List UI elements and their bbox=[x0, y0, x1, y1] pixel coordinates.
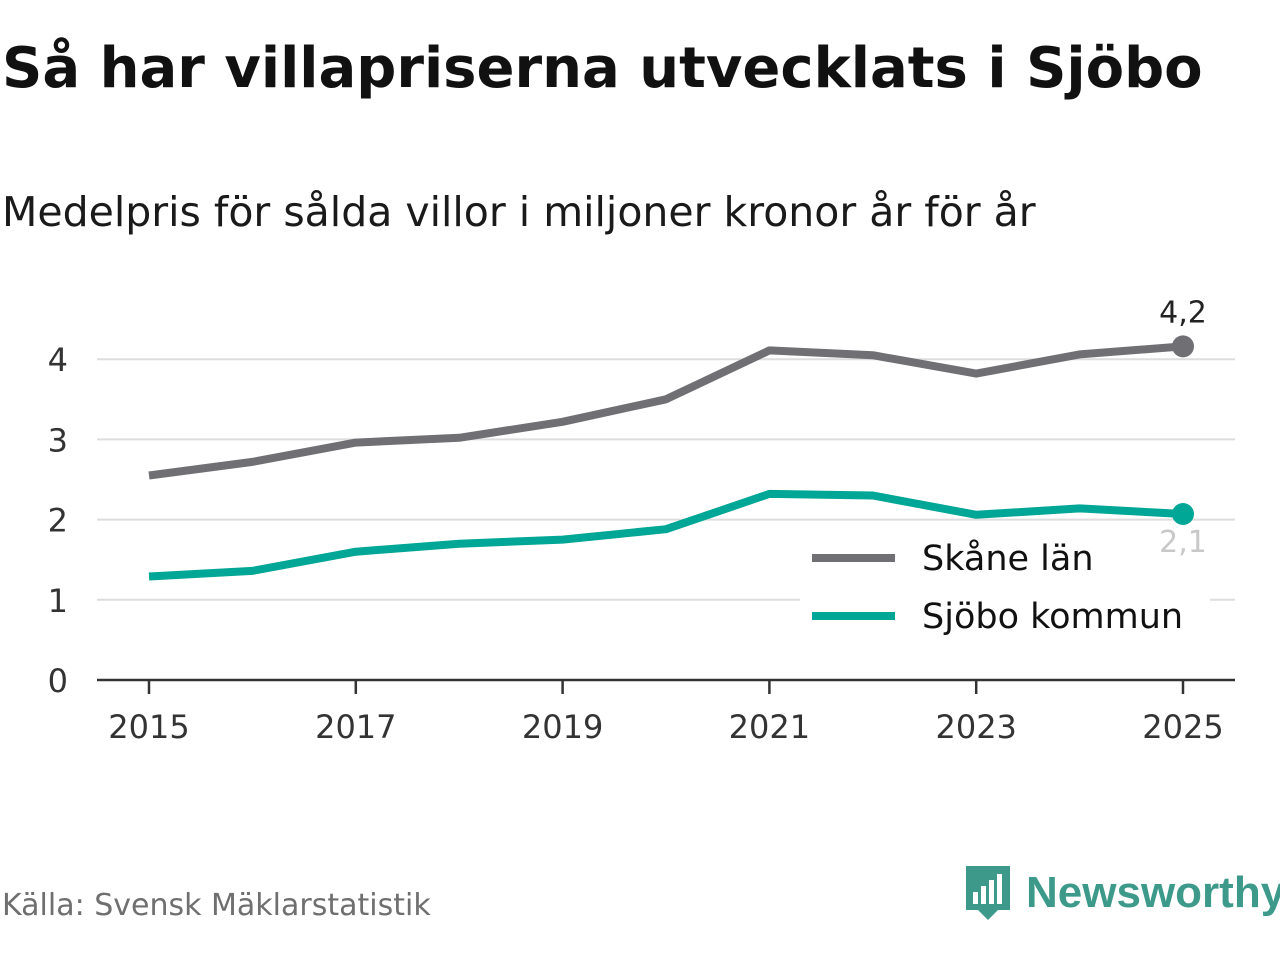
series-line-sjobo-kommun bbox=[148, 489, 1184, 581]
y-tick-label: 1 bbox=[48, 582, 68, 620]
x-tick-label: 2017 bbox=[315, 708, 396, 746]
x-tick-label: 2019 bbox=[522, 708, 603, 746]
series-end-label: 4,2 bbox=[1159, 295, 1207, 330]
series-end-label: 2,1 bbox=[1159, 525, 1207, 560]
brand-name: Newsworthy bbox=[1026, 868, 1280, 917]
y-tick-label: 4 bbox=[48, 341, 68, 379]
newsworthy-logo-icon bbox=[966, 866, 1010, 920]
chart-title: Så har villapriserna utvecklats i Sjöbo bbox=[2, 36, 1203, 101]
y-tick-label: 2 bbox=[48, 502, 68, 540]
y-tick-label: 0 bbox=[48, 662, 68, 700]
y-tick-label: 3 bbox=[48, 421, 68, 459]
x-tick-label: 2025 bbox=[1142, 708, 1223, 746]
series-end-marker bbox=[1172, 335, 1194, 358]
series-line-skane-lan bbox=[148, 342, 1184, 480]
legend-label: Sjöbo kommun bbox=[922, 597, 1183, 637]
brand-logo: Newsworthy bbox=[962, 862, 1280, 924]
legend-label: Skåne län bbox=[922, 538, 1094, 579]
x-tick-label: 2021 bbox=[729, 708, 810, 746]
chart-subtitle: Medelpris för sålda villor i miljoner kr… bbox=[2, 188, 1036, 236]
series-end-marker bbox=[1172, 502, 1194, 525]
legend-background bbox=[800, 532, 1210, 650]
source-note: Källa: Svensk Mäklarstatistik bbox=[2, 888, 431, 923]
x-tick-label: 2015 bbox=[108, 708, 189, 746]
x-tick-label: 2023 bbox=[935, 708, 1016, 746]
